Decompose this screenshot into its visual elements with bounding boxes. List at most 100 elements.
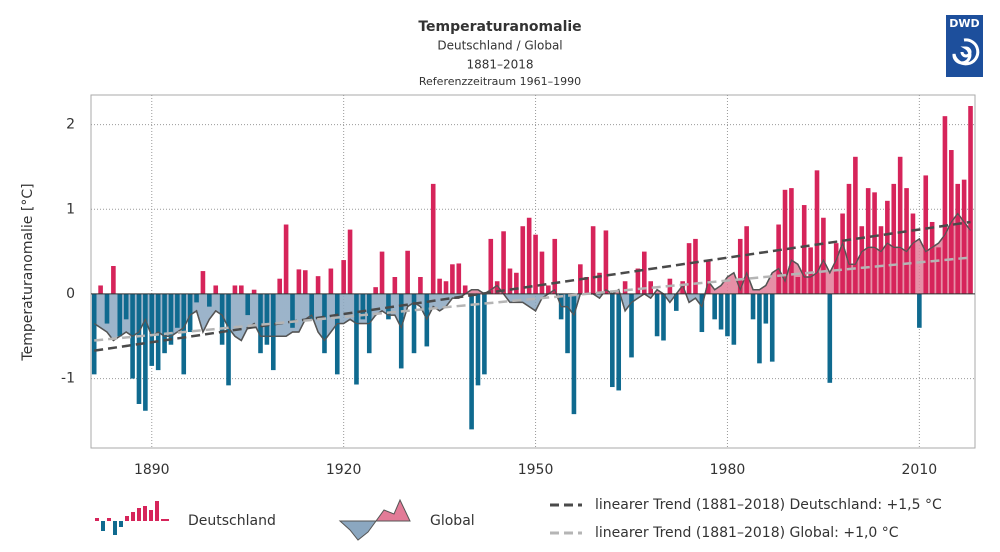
bar <box>373 287 378 294</box>
bar <box>584 277 590 294</box>
bar <box>270 293 276 371</box>
bar <box>194 293 199 303</box>
trend-line <box>94 256 971 342</box>
bar <box>219 293 225 345</box>
logo-swirl <box>952 38 980 66</box>
bar <box>891 183 897 294</box>
bar <box>341 260 346 294</box>
bar <box>482 293 487 375</box>
bar <box>207 293 212 307</box>
bar <box>392 277 398 294</box>
bar <box>737 238 743 294</box>
bar <box>437 278 442 294</box>
bar <box>469 293 474 430</box>
bar <box>872 192 877 294</box>
bar <box>565 293 570 354</box>
bar <box>590 226 596 294</box>
bar <box>763 293 769 324</box>
bar <box>187 293 193 333</box>
bar <box>648 281 653 294</box>
bar <box>162 293 167 354</box>
bar <box>904 188 909 294</box>
legend-label: linearer Trend (1881–2018) Global: +1,0 … <box>595 525 899 541</box>
bar <box>232 285 238 294</box>
legend-icon-bars <box>95 501 169 535</box>
bar <box>488 238 494 294</box>
bar <box>801 205 807 294</box>
bar <box>226 293 231 386</box>
bar <box>827 293 833 383</box>
bar <box>641 251 647 294</box>
area-line <box>93 212 972 342</box>
logo-text: DWD <box>949 17 979 30</box>
bar <box>328 268 334 294</box>
bar <box>654 293 660 337</box>
bar <box>833 243 839 294</box>
bar <box>635 268 641 294</box>
bar <box>616 293 622 391</box>
bar <box>418 277 423 294</box>
bar <box>239 285 244 294</box>
bar <box>111 265 116 294</box>
bar <box>104 293 110 324</box>
bar <box>149 293 155 366</box>
bar <box>750 293 756 320</box>
bar <box>200 271 206 294</box>
bar <box>840 213 845 294</box>
bar <box>942 116 948 294</box>
y-tick-label: 0 <box>66 286 75 302</box>
bar <box>539 251 545 294</box>
bar <box>168 293 174 345</box>
bar <box>475 293 481 386</box>
bar <box>283 224 289 294</box>
x-tick-label: 1920 <box>326 462 362 478</box>
bar <box>245 293 251 316</box>
bar <box>622 281 628 294</box>
bar <box>264 293 270 345</box>
bar <box>789 188 794 294</box>
bar <box>315 276 321 294</box>
bar <box>929 221 935 294</box>
legend-icon-area <box>338 520 377 541</box>
legend-label: linearer Trend (1881–2018) Deutschland: … <box>595 497 942 513</box>
y-tick-label: 2 <box>66 117 75 133</box>
bar <box>712 293 717 320</box>
bar <box>603 230 609 294</box>
bar <box>917 293 922 328</box>
bar <box>961 179 967 294</box>
legend-icon-area <box>375 498 411 522</box>
bar <box>693 238 698 294</box>
bar <box>494 281 500 294</box>
x-tick-label: 1890 <box>134 462 170 478</box>
bar <box>443 281 449 294</box>
bar <box>686 243 692 294</box>
bar <box>821 217 826 294</box>
bar <box>450 264 455 294</box>
bar <box>699 293 705 333</box>
bar <box>923 175 929 294</box>
bar <box>462 285 468 294</box>
bar <box>776 224 781 294</box>
bar <box>251 289 257 294</box>
bar <box>865 188 871 294</box>
bar <box>181 293 187 375</box>
bar <box>782 189 788 294</box>
trend-line <box>94 220 971 352</box>
bar <box>808 247 813 294</box>
y-axis-label: Temperaturanomalie [°C] <box>20 183 36 361</box>
bar <box>277 278 283 294</box>
bar <box>546 285 551 294</box>
bar <box>360 293 366 320</box>
bar <box>571 293 577 415</box>
legend-label: Global <box>430 513 475 529</box>
bar <box>610 293 615 388</box>
bar <box>533 234 538 294</box>
bar <box>322 293 327 354</box>
bar <box>302 270 308 294</box>
bar <box>725 293 730 337</box>
bar <box>143 293 148 411</box>
bar <box>123 293 129 320</box>
bar <box>91 293 97 375</box>
bar <box>136 293 142 404</box>
